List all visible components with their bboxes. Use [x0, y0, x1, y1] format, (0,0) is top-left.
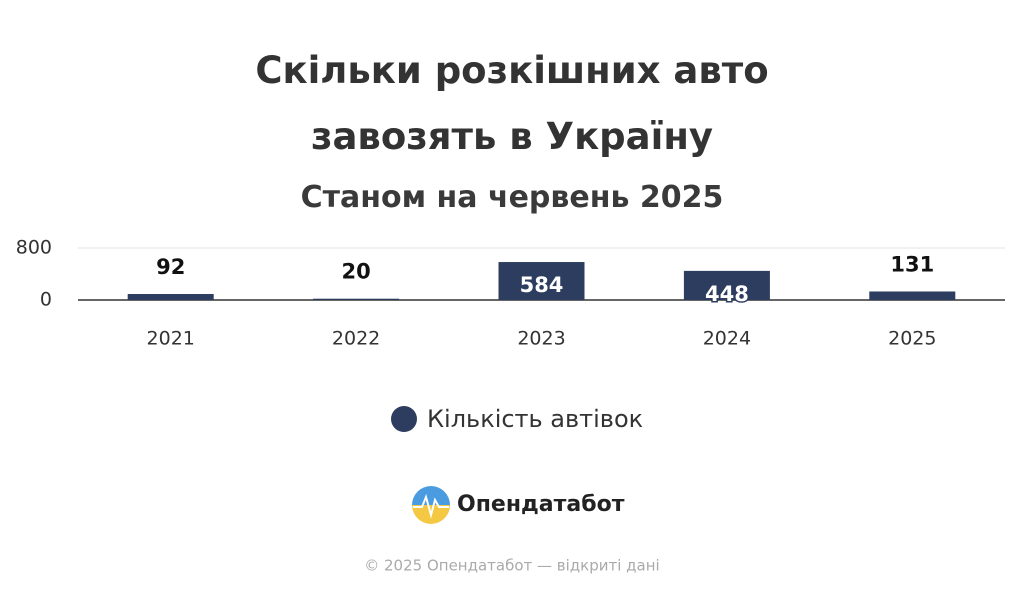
- y-tick-label: 800: [16, 237, 52, 259]
- footer: © 2025 Опендатабот — відкриті дані: [364, 557, 659, 575]
- value-label: 92: [156, 255, 185, 279]
- x-tick-label: 2021: [147, 328, 195, 350]
- x-tick-label: 2025: [888, 328, 936, 350]
- x-tick-label: 2024: [703, 328, 751, 350]
- value-label: 131: [890, 252, 934, 276]
- value-label: 20: [341, 260, 370, 284]
- value-label: 584: [520, 273, 564, 297]
- logo-wave: [413, 493, 449, 519]
- bar: [683, 270, 770, 300]
- x-tick-label: 2022: [332, 328, 380, 350]
- chart-title: Скільки розкішних авто завозять в Україн…: [255, 49, 769, 158]
- bar: [869, 291, 956, 300]
- bar: [498, 262, 585, 300]
- chart-subtitle: Станом на червень 2025: [300, 180, 724, 215]
- y-tick-label: 0: [40, 289, 52, 311]
- logo-text: Опендатабот: [457, 492, 625, 517]
- legend-marker: [391, 406, 417, 432]
- bar: [313, 298, 400, 300]
- legend-label: Кількість автівок: [427, 405, 643, 433]
- logo-icon: [412, 486, 450, 524]
- x-tick-label: 2023: [517, 328, 565, 350]
- bar: [127, 294, 214, 300]
- value-label: 448: [705, 282, 749, 306]
